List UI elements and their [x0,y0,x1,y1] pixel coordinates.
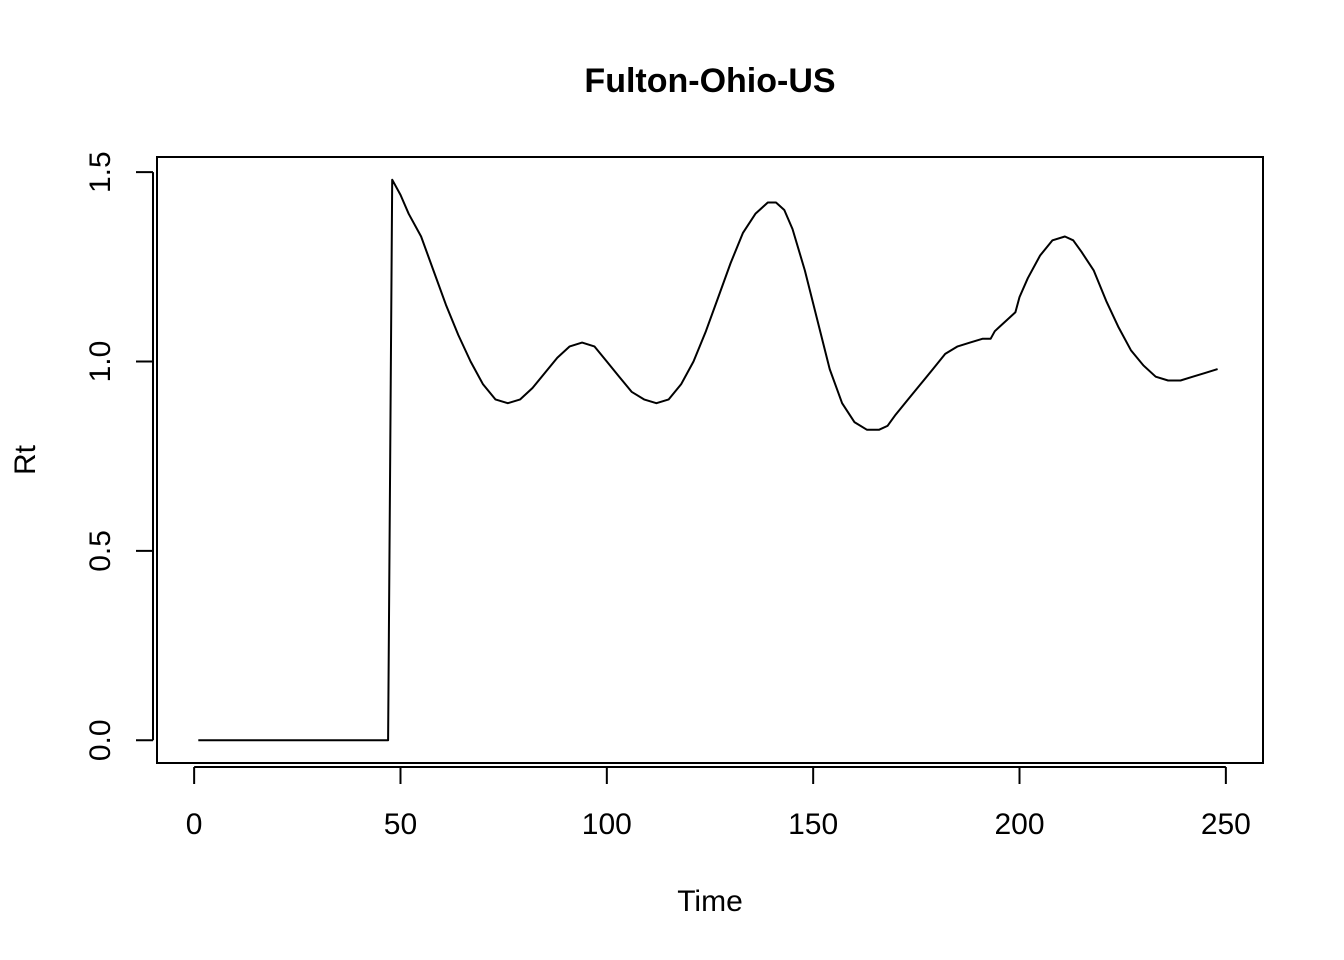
x-tick-label: 200 [994,808,1044,841]
x-axis: 0 50 100 150 200 250 [186,766,1251,841]
x-tick-label: 150 [788,808,838,841]
x-axis-label: Time [677,885,743,918]
rt-series-line [198,178,1218,742]
y-axis-label: Rt [9,444,42,475]
chart-title: Fulton-Ohio-US [584,62,835,100]
y-tick-label: 0.5 [84,530,117,572]
y-tick-label: 1.5 [84,151,117,193]
y-tick-label: 1.0 [84,341,117,383]
y-axis: 0.0 0.5 1.0 1.5 [84,151,154,761]
x-tick-label: 250 [1201,808,1251,841]
plot-frame [156,156,1264,764]
x-tick-label: 0 [186,808,203,841]
x-tick-label: 50 [384,808,417,841]
y-tick-label: 0.0 [84,719,117,761]
x-tick-label: 100 [582,808,632,841]
series-group [198,178,1218,742]
